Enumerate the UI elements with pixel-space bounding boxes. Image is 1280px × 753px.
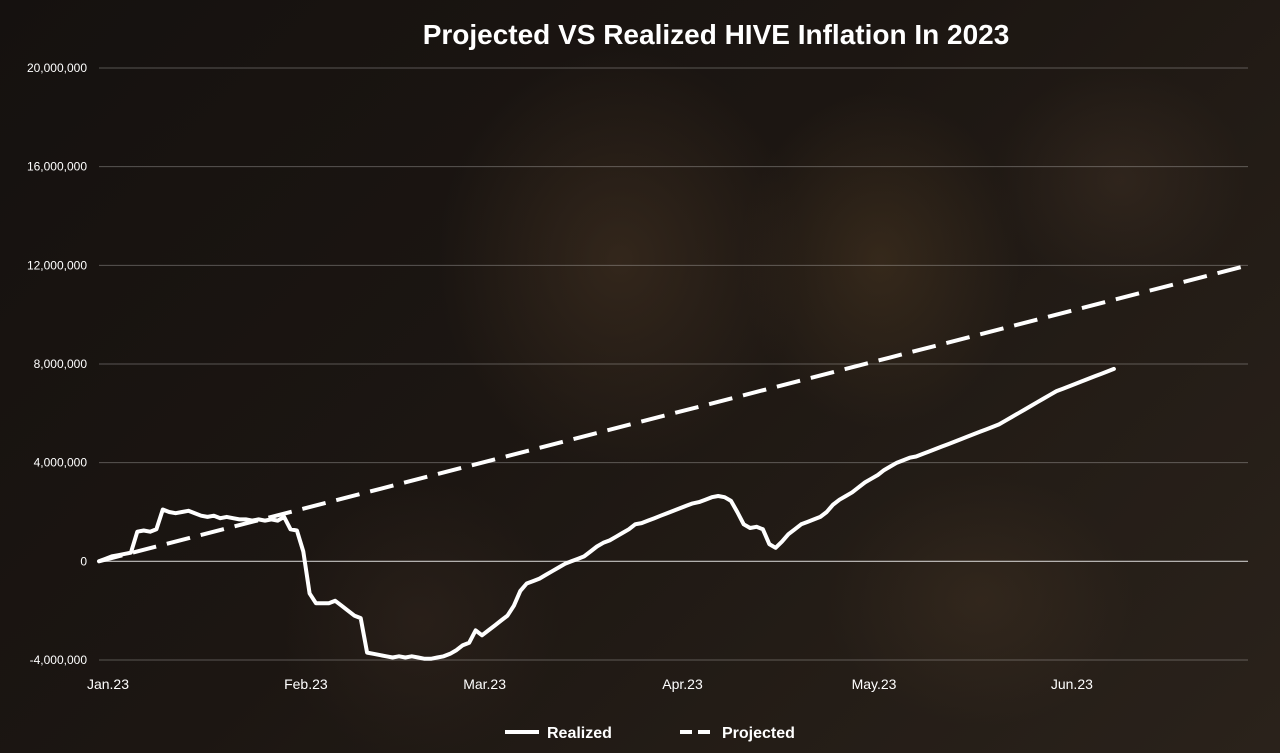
series-line-realized <box>97 366 1116 661</box>
x-tick-label: Feb.23 <box>284 676 328 692</box>
x-tick-label: Jan.23 <box>87 676 129 692</box>
series-line-projected <box>98 263 1249 564</box>
gridlines <box>99 67 1248 661</box>
y-axis-ticks: -4,000,000 0 4,000,000 8,000,000 12,000,000 1… <box>27 61 87 667</box>
legend-label-projected: Projected <box>722 725 795 742</box>
x-axis-ticks: Jan.23 Feb.23 Mar.23 Apr.23 May.23 Jun.23 <box>87 676 1093 692</box>
y-tick-label: 8,000,000 <box>34 357 88 371</box>
x-tick-label: Jun.23 <box>1051 676 1093 692</box>
y-tick-label: 12,000,000 <box>27 258 87 272</box>
y-tick-label: 0 <box>80 554 87 568</box>
x-tick-label: Mar.23 <box>463 676 506 692</box>
y-tick-label: 20,000,000 <box>27 61 87 75</box>
y-tick-label: -4,000,000 <box>30 653 88 667</box>
y-tick-label: 4,000,000 <box>34 456 88 470</box>
chart-title: Projected VS Realized HIVE Inflation In … <box>423 19 1010 50</box>
legend-label-realized: Realized <box>547 725 612 742</box>
series-lines <box>97 263 1249 661</box>
x-tick-label: Apr.23 <box>662 676 703 692</box>
legend: Realized Projected <box>505 725 795 742</box>
x-tick-label: May.23 <box>852 676 897 692</box>
y-tick-label: 16,000,000 <box>27 160 87 174</box>
